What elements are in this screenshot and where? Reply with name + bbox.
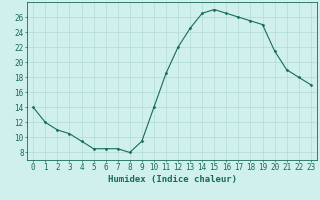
X-axis label: Humidex (Indice chaleur): Humidex (Indice chaleur) (108, 175, 236, 184)
